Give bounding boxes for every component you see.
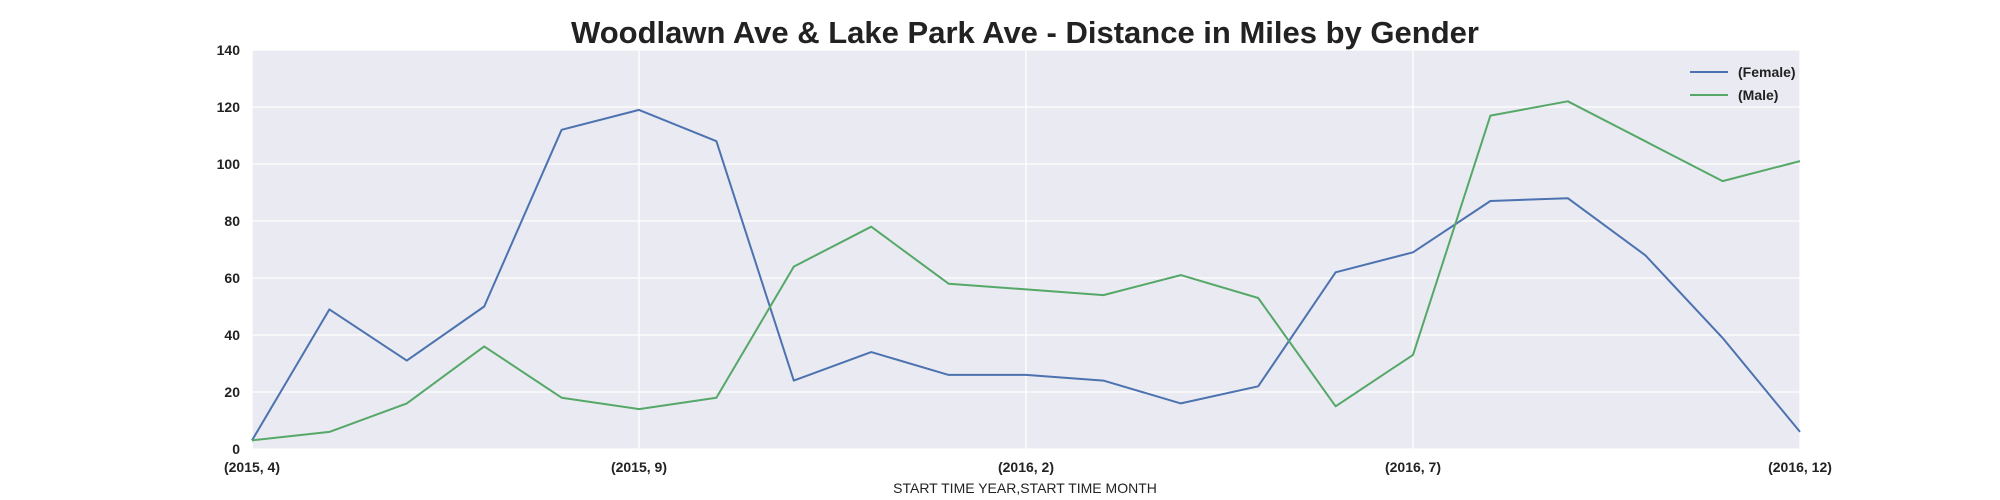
y-tick-label: 80: [224, 213, 240, 229]
x-tick-label: (2016, 12): [1768, 459, 1832, 475]
y-tick-label: 60: [224, 270, 240, 286]
y-tick-label: 140: [217, 42, 241, 58]
x-tick-label: (2015, 4): [224, 459, 280, 475]
y-axis-ticks: 0 20 40 60 80 100 120 140: [217, 42, 241, 457]
y-tick-label: 0: [232, 441, 240, 457]
x-tick-label: (2016, 2): [998, 459, 1054, 475]
y-tick-label: 100: [217, 156, 241, 172]
x-axis-label: START TIME YEAR,START TIME MONTH: [893, 480, 1157, 496]
y-tick-label: 40: [224, 327, 240, 343]
legend: (Female) (Male): [1690, 64, 1796, 103]
legend-label: (Female): [1738, 64, 1796, 80]
series-line-female: [251, 108, 1801, 441]
series-line-male: [251, 100, 1801, 442]
x-tick-label: (2015, 9): [611, 459, 667, 475]
y-tick-label: 20: [224, 384, 240, 400]
legend-label: (Male): [1738, 87, 1778, 103]
chart-title: Woodlawn Ave & Lake Park Ave - Distance …: [571, 15, 1479, 50]
y-tick-label: 120: [217, 99, 241, 115]
x-axis-ticks: (2015, 4) (2015, 9) (2016, 2) (2016, 7) (201…: [224, 459, 1832, 475]
x-tick-label: (2016, 7): [1385, 459, 1441, 475]
series-lines: [251, 100, 1801, 442]
